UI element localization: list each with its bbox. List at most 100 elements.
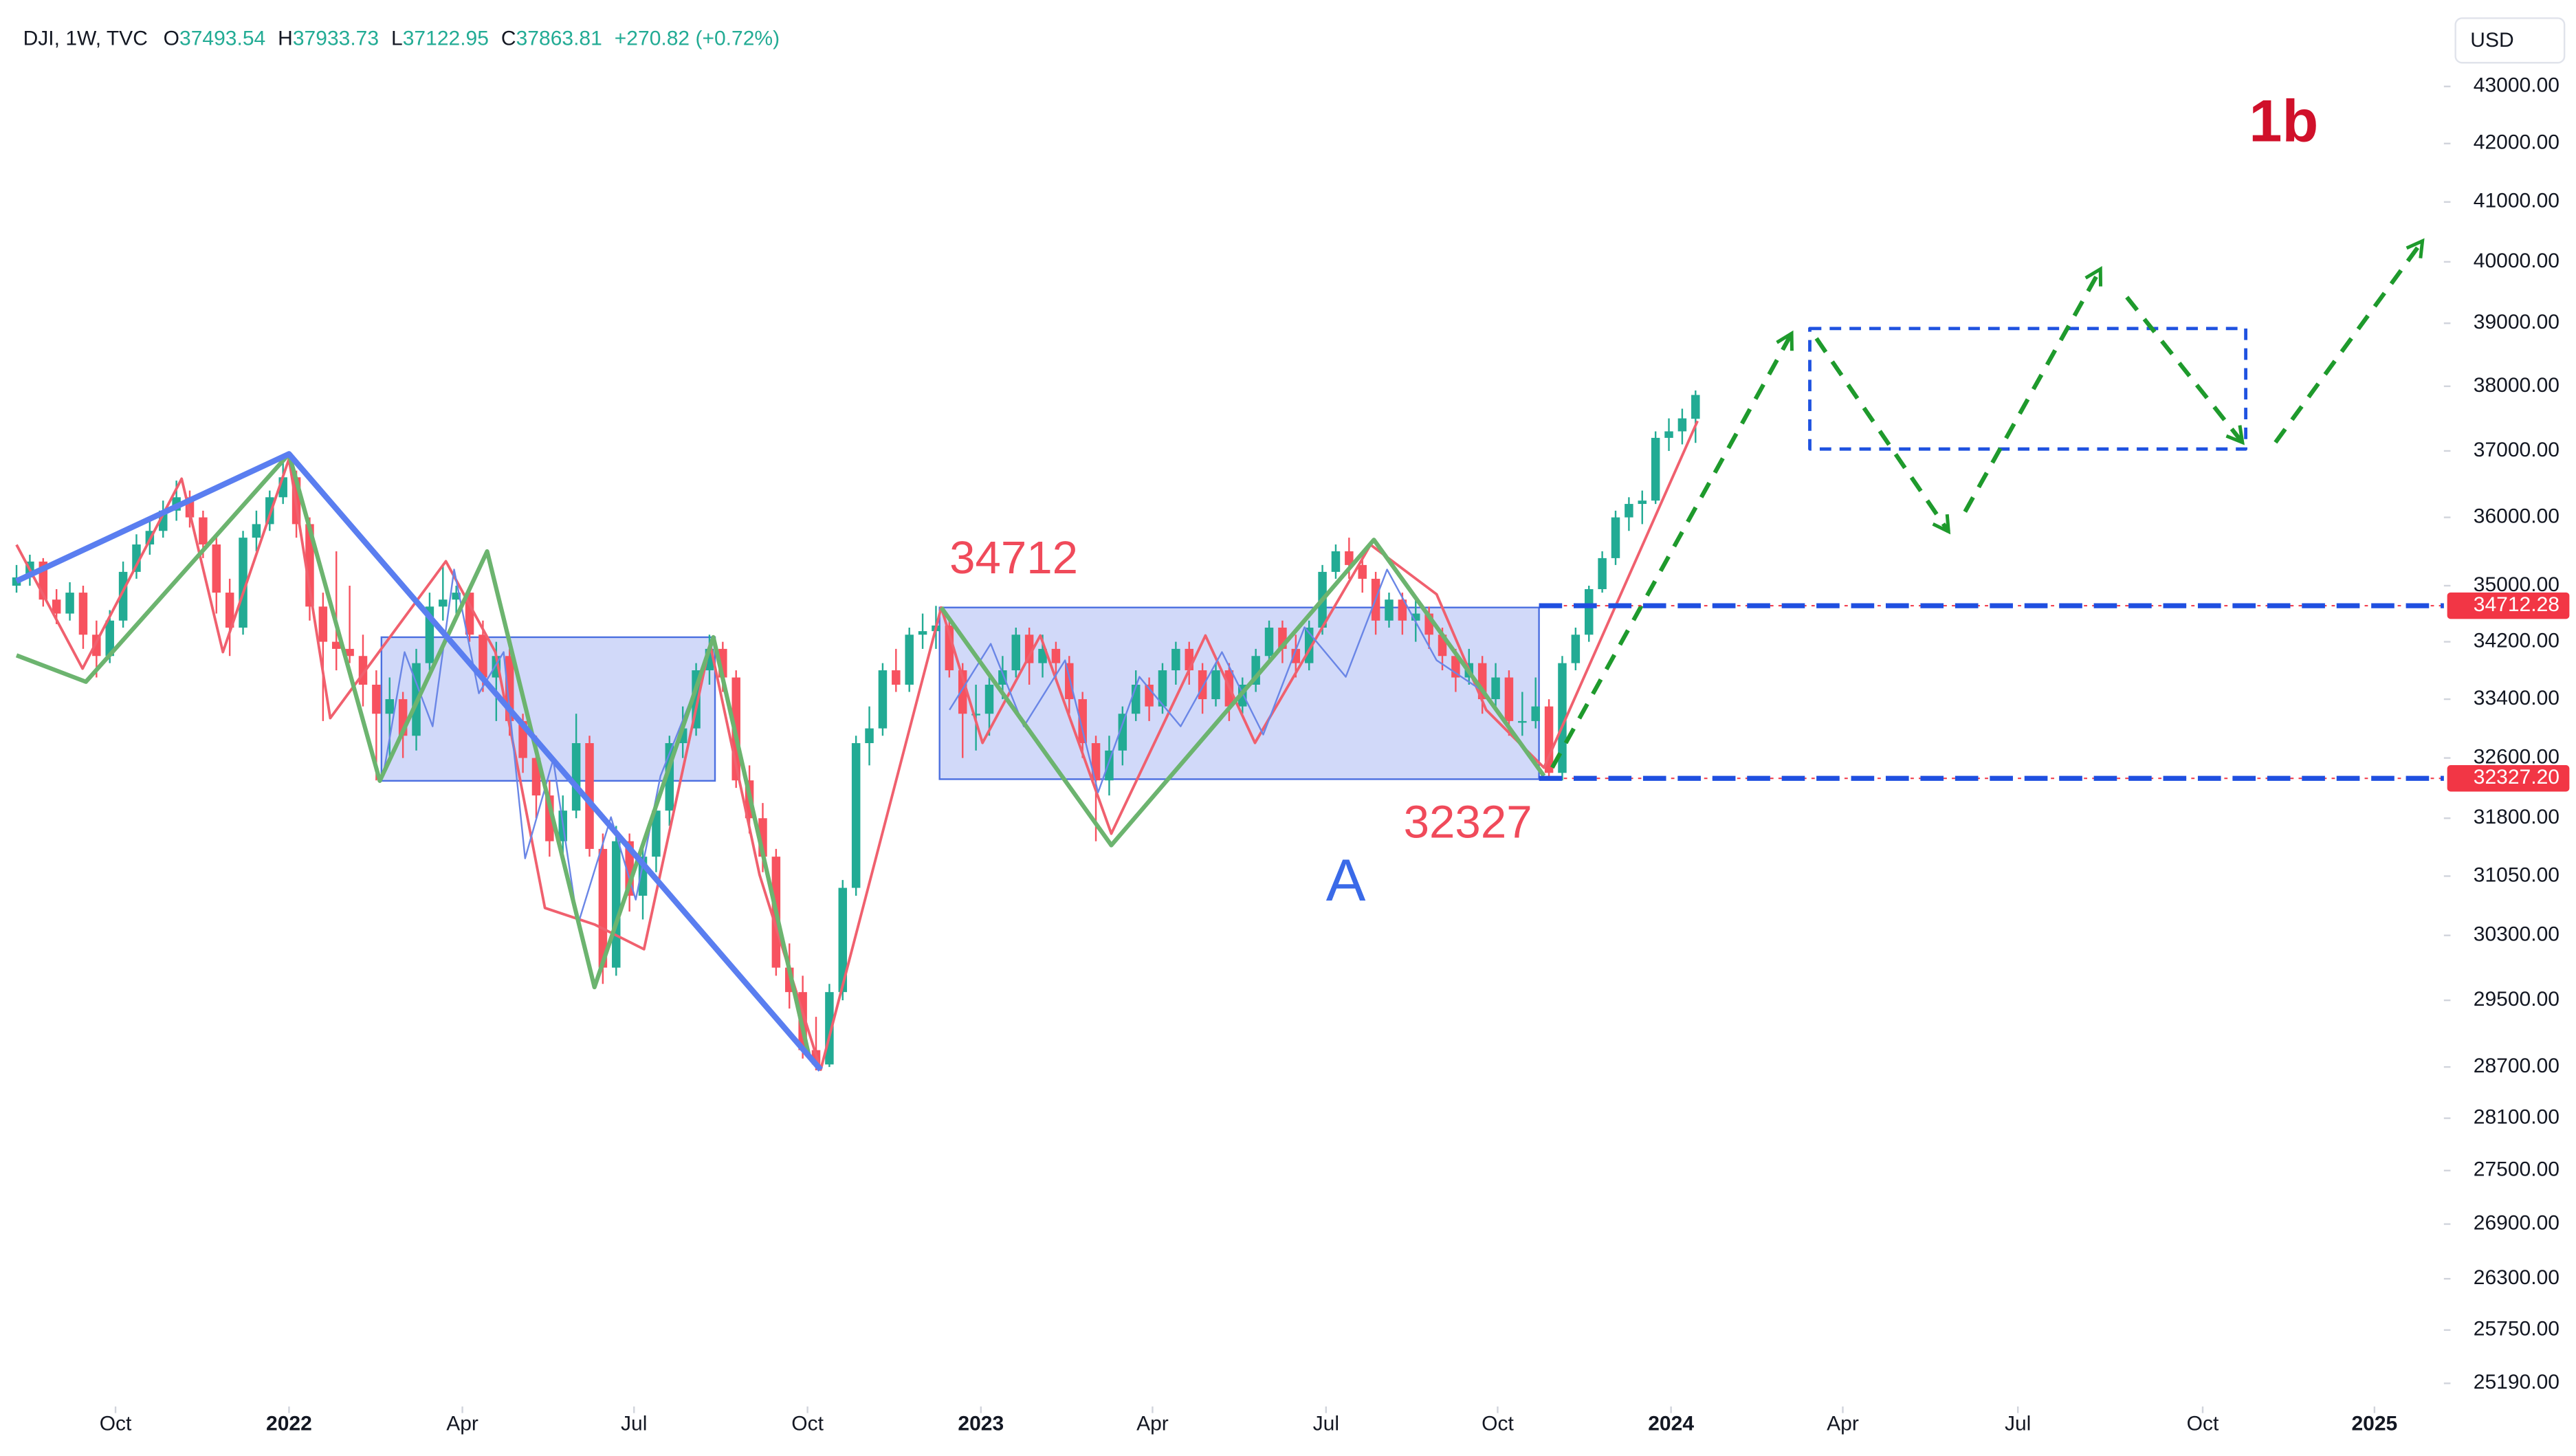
x-tick-label: 2025 (2351, 1412, 2397, 1435)
candle-body (452, 593, 461, 600)
candle-body (305, 524, 314, 607)
candle-body (598, 848, 608, 968)
y-tick-label: 36000.00 (2474, 505, 2560, 528)
candle-body (385, 699, 395, 714)
candle-body (1024, 635, 1034, 663)
candle-body (1611, 517, 1620, 558)
target-box (1808, 327, 2248, 451)
legend-value: 37863.81 (516, 27, 602, 50)
zigzag-fine (949, 569, 1487, 793)
legend-key: O (164, 27, 179, 50)
currency: USD (2470, 29, 2513, 52)
candle-body (1105, 750, 1114, 781)
y-tick-label: 31050.00 (2474, 863, 2560, 886)
candle-body (1664, 431, 1673, 438)
trend-line (15, 451, 823, 1072)
candle-body (1331, 551, 1341, 572)
y-tick-label: 28700.00 (2474, 1055, 2560, 1077)
candle-body (971, 714, 980, 716)
y-tick-label: 26300.00 (2474, 1266, 2560, 1289)
y-tick-label: 31800.00 (2474, 806, 2560, 828)
candle-body (1584, 589, 1594, 635)
projection-arrow (2274, 238, 2425, 444)
candle-body (199, 517, 208, 545)
y-tick-label: 38000.00 (2474, 374, 2560, 397)
candle-body (1038, 648, 1047, 663)
candle-body (878, 670, 888, 729)
candle-body (1491, 677, 1500, 700)
candle-body (1518, 720, 1527, 723)
candle-body (1264, 627, 1274, 657)
x-tick-label: Jul (1313, 1412, 1339, 1435)
y-tick-label: 43000.00 (2474, 74, 2560, 97)
x-tick-label: Oct (2187, 1412, 2219, 1435)
candle-body (1544, 706, 1554, 773)
x-tick-label: 2023 (958, 1412, 1004, 1435)
projection-arrow (1963, 266, 2103, 513)
price-label: 32327.20 (2474, 766, 2560, 788)
x-tick-label: Oct (100, 1412, 132, 1435)
candle-body (1345, 551, 1354, 565)
candle-body (1171, 648, 1180, 671)
y-tick-label: 27500.00 (2474, 1158, 2560, 1181)
candle-body (1691, 395, 1700, 419)
drawings (15, 238, 2425, 1072)
currency-button[interactable] (2454, 17, 2566, 64)
symbol: DJI, 1W, TVC (23, 27, 148, 50)
legend-key: C (501, 27, 516, 50)
candle-body (1385, 599, 1394, 621)
legend-value: 37933.73 (293, 27, 379, 50)
candle-body (252, 524, 261, 538)
annotation: 32327 (1404, 796, 1532, 848)
candle-body (851, 743, 861, 888)
x-tick-label: 2024 (1648, 1412, 1694, 1435)
projection-arrow (1814, 337, 1951, 535)
legend-key: H (278, 27, 293, 50)
y-tick-label: 26900.00 (2474, 1212, 2560, 1235)
zigzag-fine (382, 569, 714, 925)
zigzag-green (15, 452, 811, 1057)
price-label-box (2447, 765, 2570, 792)
candle-body (905, 635, 914, 685)
header: DJI, 1W, TVC O37493.54 H37933.73 L37122.… (23, 27, 780, 50)
candle-body (1571, 635, 1581, 663)
legend-value: 37493.54 (179, 27, 265, 50)
candle-body (132, 544, 141, 572)
candle-body (478, 635, 487, 678)
candle-body (652, 810, 661, 857)
y-tick-label: 41000.00 (2474, 190, 2560, 212)
price-label-box (2447, 592, 2570, 619)
candle-body (1065, 663, 1074, 700)
x-tick-label: Jul (621, 1412, 647, 1435)
zigzag-green (939, 538, 1546, 848)
candle-body (1011, 635, 1021, 671)
candle-body (1051, 648, 1061, 663)
x-tick-label: Oct (791, 1412, 824, 1435)
candle-body (318, 606, 328, 642)
x-tick-label: 2022 (266, 1412, 312, 1435)
candle-body (1291, 648, 1301, 663)
candle-body (1091, 743, 1101, 781)
candle-body (585, 743, 594, 849)
candle-body (372, 685, 381, 714)
candle-body (52, 599, 61, 614)
annotation: 1b (2249, 88, 2318, 154)
candle-body (1531, 706, 1540, 721)
y-tick-label: 33400.00 (2474, 687, 2560, 709)
candle-body (1558, 663, 1567, 773)
candle-body (345, 648, 354, 657)
y-tick-label: 35000.00 (2474, 573, 2560, 596)
candle-body (838, 887, 848, 993)
candle-body (78, 593, 88, 635)
candle-body (239, 538, 247, 628)
y-tick-label: 29500.00 (2474, 988, 2560, 1011)
annotation: 34712 (949, 532, 1078, 584)
axes: 43000.00 42000.00 41000.00 40000.00 39000.00… (100, 74, 2560, 1435)
candle-body (331, 641, 341, 649)
candle-body (892, 670, 901, 685)
candle-body (1677, 418, 1687, 432)
y-tick-label: 32600.00 (2474, 746, 2560, 769)
x-tick-label: Apr (1136, 1412, 1169, 1435)
